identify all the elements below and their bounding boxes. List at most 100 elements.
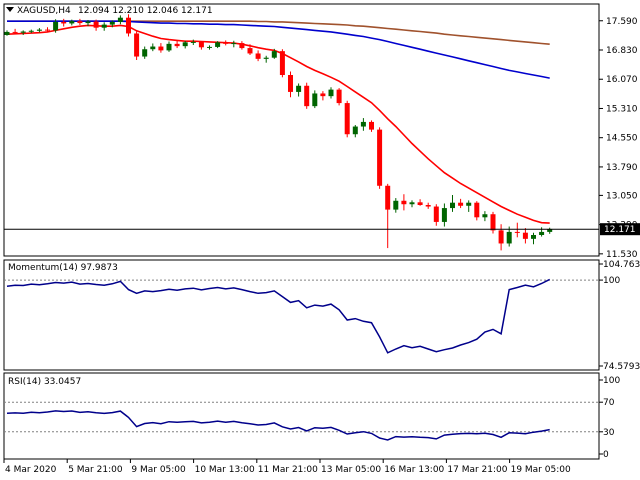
momentum-tick-label: 100 — [603, 276, 620, 286]
candle — [336, 88, 342, 106]
candle-body — [223, 42, 229, 44]
time-axis: 4 Mar 2020 5 Mar 21:00 9 Mar 05:00 10 Mar 1… — [3, 459, 571, 475]
candle-body — [117, 17, 123, 22]
candle-body — [28, 30, 34, 32]
candle — [482, 211, 488, 222]
candle — [190, 39, 196, 45]
ohlc-readout: 12.094 12.210 12.046 12.171 — [78, 6, 213, 16]
candle-body — [482, 214, 488, 218]
candle — [12, 28, 18, 35]
candle — [344, 100, 350, 138]
candlesticks — [4, 14, 553, 251]
momentum-tick-label: 74.5793 — [603, 362, 640, 372]
rsi-pane-frame — [3, 372, 600, 460]
candle-body — [174, 43, 180, 47]
candle-body — [344, 103, 350, 135]
candle — [77, 18, 83, 25]
candle — [142, 46, 148, 59]
candle — [425, 202, 431, 209]
rsi-tick-label: 30 — [603, 428, 615, 438]
candle — [223, 40, 229, 46]
candle — [385, 183, 391, 249]
candle-body — [522, 232, 528, 239]
time-tick-label: 16 Mar 13:00 — [384, 465, 444, 475]
candle-body — [150, 46, 156, 50]
candle-body — [288, 75, 293, 92]
candle-body — [247, 48, 253, 54]
candle — [466, 200, 472, 212]
time-tick-label: 17 Mar 21:00 — [447, 465, 507, 475]
candle-body — [393, 200, 399, 210]
symbol-dropdown-icon[interactable] — [6, 7, 14, 12]
candle — [182, 40, 188, 49]
candle — [255, 50, 261, 62]
candle-body — [207, 46, 212, 48]
price-tick-label: 13.050 — [606, 191, 638, 201]
time-tick-label: 10 Mar 13:00 — [195, 465, 255, 475]
candle — [393, 198, 399, 213]
candle — [36, 28, 42, 33]
candle — [304, 82, 310, 109]
candle — [93, 19, 99, 31]
candle-body — [109, 21, 115, 25]
candle-body — [20, 31, 26, 33]
candle — [231, 40, 237, 48]
candle — [320, 91, 326, 101]
candle — [150, 43, 156, 52]
candle-body — [85, 21, 91, 24]
candle — [514, 222, 520, 238]
candle-body — [4, 31, 10, 35]
candle — [101, 22, 107, 31]
candle-body — [336, 89, 342, 104]
candle — [69, 19, 75, 26]
time-tick-label: 4 Mar 2020 — [5, 465, 57, 475]
candle — [522, 228, 528, 244]
candle — [506, 226, 512, 247]
time-tick-label: 5 Mar 21:00 — [68, 465, 123, 475]
candle — [20, 30, 26, 35]
candle — [109, 20, 115, 28]
candle — [360, 118, 366, 131]
candle — [498, 224, 504, 251]
candle — [239, 41, 245, 50]
candle-body — [263, 57, 269, 59]
momentum-axis-ticks: 104.7639 100 74.5793 — [599, 260, 640, 372]
candle-body — [450, 202, 455, 209]
candle-body — [101, 24, 107, 28]
candle-body — [36, 29, 42, 31]
price-tick-label: 11.530 — [606, 250, 638, 260]
candle — [377, 127, 383, 189]
candle — [433, 204, 439, 226]
candle — [247, 44, 253, 55]
candle — [409, 200, 415, 208]
candle — [215, 41, 221, 49]
candle-body — [271, 51, 277, 58]
candle — [531, 232, 536, 245]
price-tick-label: 17.590 — [606, 17, 638, 27]
candle-body — [498, 230, 504, 244]
candle-body — [304, 85, 310, 107]
candle — [288, 71, 293, 98]
candle — [352, 125, 358, 138]
candle-body — [134, 33, 140, 57]
rsi-tick-label: 0 — [603, 450, 609, 460]
candle-body — [53, 21, 59, 31]
candle — [174, 40, 180, 49]
candle-body — [514, 231, 520, 233]
candle-body — [255, 53, 261, 59]
price-tick-label: 15.310 — [606, 104, 638, 114]
candle — [166, 41, 172, 52]
candle-body — [547, 229, 553, 232]
candle-body — [490, 214, 496, 231]
candle — [117, 15, 123, 25]
candle-body — [69, 21, 75, 24]
candle — [85, 20, 91, 27]
price-tick-label: 13.790 — [606, 163, 638, 173]
candle — [279, 49, 285, 78]
candle — [474, 201, 480, 221]
candle — [312, 90, 318, 109]
candle-body — [425, 205, 431, 207]
candle-body — [320, 93, 326, 97]
